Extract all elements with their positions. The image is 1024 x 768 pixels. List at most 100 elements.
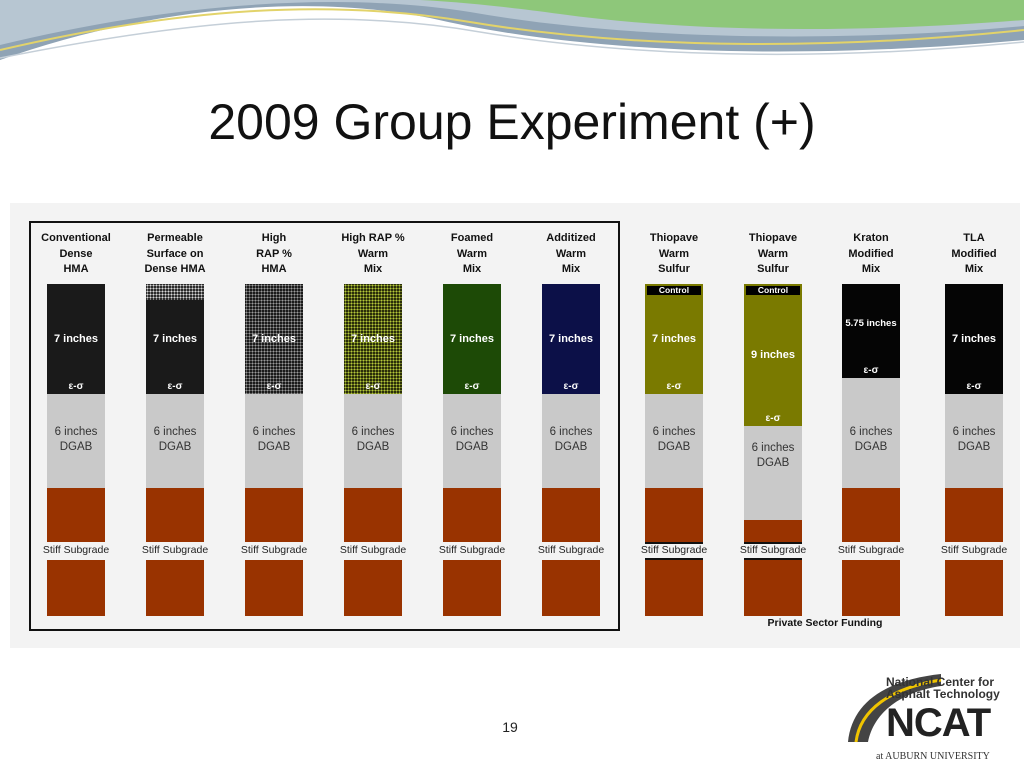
subgrade-layer <box>744 520 802 616</box>
strain-stress-gauge-label: ε-σ <box>666 381 682 392</box>
dgab-base-layer: 6 inches DGAB <box>645 394 703 488</box>
surface-layer: 7 inches ε-σ <box>344 284 402 394</box>
column-header-line: Permeable <box>147 232 203 244</box>
column-header-line: Warm <box>357 247 389 260</box>
strain-stress-gauge-label: ε-σ <box>68 381 84 392</box>
slide-title: 2009 Group Experiment (+) <box>208 94 816 150</box>
dgab-base-layer: 6 inches DGAB <box>344 394 402 488</box>
column-header-line: Mix <box>964 263 984 276</box>
surface-layer: 7 inches ε-σ <box>542 284 600 394</box>
stiff-subgrade-label: Stiff Subgrade <box>438 544 506 556</box>
subgrade-label-band <box>744 542 802 560</box>
base-layer-label: 6 inches <box>952 426 996 438</box>
column-header-line: HMA <box>261 263 287 276</box>
dgab-base-layer: 6 inches DGAB <box>47 394 105 488</box>
subgrade-label-band <box>344 542 402 560</box>
stiff-subgrade-label: Stiff Subgrade <box>837 544 905 556</box>
base-layer-label: DGAB <box>756 457 790 469</box>
surface-layer: Control 7 inches ε-σ <box>645 284 703 394</box>
surface-thickness-label: 7 inches <box>548 333 594 345</box>
base-layer-label: DGAB <box>455 441 489 453</box>
surface-layer: 7 inches ε-σ <box>443 284 501 394</box>
stiff-subgrade-label: Stiff Subgrade <box>141 544 209 556</box>
column-header-line: Warm <box>658 247 690 260</box>
strain-stress-gauge-label: ε-σ <box>464 381 480 392</box>
header-swoosh-decoration <box>0 0 1024 60</box>
column-header-line: HMA <box>63 263 89 276</box>
strain-stress-gauge-label: ε-σ <box>167 381 183 392</box>
surface-thickness-label: 7 inches <box>251 333 297 345</box>
base-layer-label: 6 inches <box>54 426 98 438</box>
column-header-line: Thiopave <box>748 232 798 244</box>
control-label: Control <box>746 286 800 295</box>
base-layer-label: DGAB <box>554 441 588 453</box>
dgab-base-layer: 6 inches DGAB <box>245 394 303 488</box>
column-header-line: RAP % <box>256 247 292 260</box>
subgrade-label-band <box>945 542 1003 560</box>
subgrade-label-band <box>842 542 900 560</box>
strain-stress-gauge-label: ε-σ <box>266 381 282 392</box>
base-layer-label: DGAB <box>158 441 192 453</box>
column-header: High RAP % Warm Mix <box>325 231 421 278</box>
base-layer-label: DGAB <box>854 441 888 453</box>
ncat-logo: National Center for Asphalt Technology N… <box>846 672 1016 764</box>
column-header: Foamed Warm Mix <box>424 231 520 278</box>
column-header: Additized Warm Mix <box>523 231 619 278</box>
subgrade-label-band <box>146 542 204 560</box>
page-number: 19 <box>502 719 518 735</box>
column-header-line: High RAP % <box>341 232 405 244</box>
base-layer-label: DGAB <box>657 441 691 453</box>
ncat-logo-road-icon <box>848 674 942 743</box>
base-layer-label: 6 inches <box>450 426 494 438</box>
base-layer-label: 6 inches <box>849 426 893 438</box>
surface-thickness-label: 9 inches <box>750 349 796 361</box>
surface-thickness-label: 7 inches <box>53 333 99 345</box>
column-header-line: TLA <box>963 232 985 244</box>
column-header-line: Surface on <box>146 247 204 260</box>
dgab-base-layer: 6 inches DGAB <box>842 378 900 488</box>
dgab-base-layer: 6 inches DGAB <box>146 394 204 488</box>
surface-layer: 5.75 inches ε-σ <box>842 284 900 378</box>
logo-line-national-center: National Center for <box>886 675 995 689</box>
stiff-subgrade-label: Stiff Subgrade <box>739 544 807 556</box>
surface-layer: 7 inches ε-σ <box>245 284 303 394</box>
strain-stress-gauge-label: ε-σ <box>765 413 781 424</box>
logo-ncat: NCAT <box>886 701 991 745</box>
subgrade-label-band <box>47 542 105 560</box>
base-layer-label: 6 inches <box>153 426 197 438</box>
base-layer-label: 6 inches <box>252 426 296 438</box>
logo-line-asphalt-technology: Asphalt Technology <box>886 687 1000 701</box>
column-header-line: Warm <box>456 247 488 260</box>
column-header-line: Additized <box>546 232 596 244</box>
surface-layer: 7 inches ε-σ <box>146 284 204 394</box>
stiff-subgrade-label: Stiff Subgrade <box>240 544 308 556</box>
surface-layer: 7 inches ε-σ <box>47 284 105 394</box>
subgrade-label-band <box>443 542 501 560</box>
logo-auburn-university: at AUBURN UNIVERSITY <box>876 751 990 762</box>
surface-thickness-label: 7 inches <box>449 333 495 345</box>
column-header: High RAP % HMA <box>226 231 322 278</box>
subgrade-label-band <box>645 542 703 560</box>
column-header-line: Conventional <box>41 232 111 244</box>
column-header-line: Modified <box>848 247 894 260</box>
column-header-line: Kraton <box>853 232 889 244</box>
column-header-line: Mix <box>861 263 881 276</box>
column-header: Kraton Modified Mix <box>823 231 919 278</box>
permeable-band <box>146 284 204 300</box>
surface-thickness-label: 5.75 inches <box>845 318 897 329</box>
dgab-base-layer: 6 inches DGAB <box>945 394 1003 488</box>
column-header-line: Sulfur <box>757 263 789 276</box>
base-layer-label: 6 inches <box>751 442 795 454</box>
column-header: Thiopave Warm Sulfur <box>725 231 821 278</box>
base-layer-label: DGAB <box>356 441 390 453</box>
subgrade-label-band <box>542 542 600 560</box>
strain-stress-gauge-label: ε-σ <box>863 365 879 376</box>
subgrade-label-band <box>245 542 303 560</box>
column-header-line: Warm <box>757 247 789 260</box>
base-layer-label: 6 inches <box>351 426 395 438</box>
column-header: Conventional Dense HMA <box>28 231 124 278</box>
column-header-line: Foamed <box>450 232 494 244</box>
base-layer-label: DGAB <box>59 441 93 453</box>
dgab-base-layer: 6 inches DGAB <box>542 394 600 488</box>
surface-layer: Control 9 inches ε-σ <box>744 284 802 426</box>
